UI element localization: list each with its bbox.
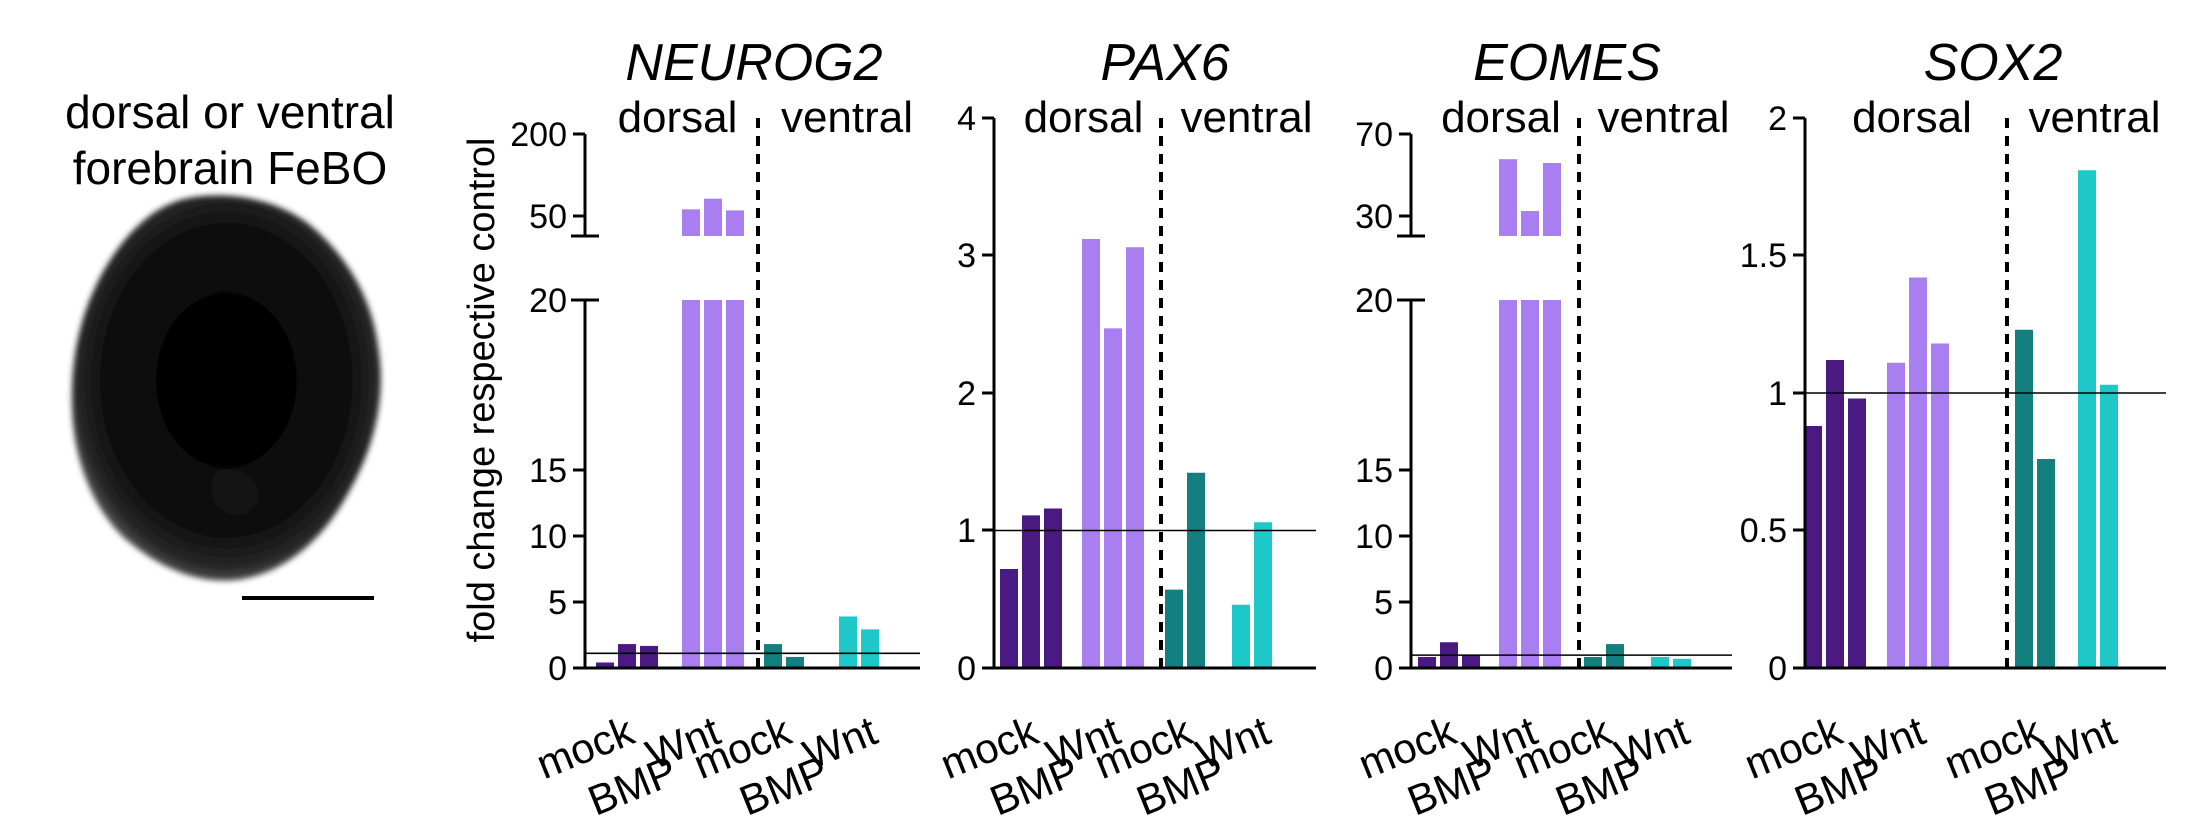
bar: [1187, 472, 1205, 668]
bar: [1104, 328, 1122, 668]
bar: [2100, 384, 2118, 668]
group-label-ventral: ventral: [1597, 93, 1729, 142]
y-tick-label: 1.5: [1740, 237, 1787, 275]
bar: [1606, 644, 1624, 668]
group-label-dorsal: dorsal: [1024, 93, 1144, 142]
bar: [1804, 426, 1822, 668]
bar: [1165, 589, 1183, 668]
bar: [1000, 569, 1018, 668]
chart-title: NEUROG2: [625, 34, 882, 92]
group-label-dorsal: dorsal: [1852, 93, 1972, 142]
y-tick-label: 10: [529, 518, 567, 556]
organoid-inner-texture: [211, 469, 259, 516]
y-tick-label: 4: [957, 100, 976, 138]
bar-upper-segment: [1499, 159, 1517, 236]
y-tick-label: 2: [957, 375, 976, 413]
bar: [1082, 239, 1100, 668]
x-category-label: Wnt: [1845, 707, 1932, 779]
organoid-image-panel: dorsal or ventral forebrain FeBO: [65, 86, 395, 600]
bar: [1126, 247, 1144, 668]
y-tick-label: 1: [957, 512, 976, 550]
chart-title: EOMES: [1473, 34, 1661, 92]
organoid-image: [71, 195, 381, 581]
y-tick-label: 0: [1768, 650, 1787, 688]
bar: [1673, 658, 1691, 668]
bar: [1651, 656, 1669, 668]
y-tick-label: 5: [1374, 584, 1393, 622]
bar: [1826, 360, 1844, 668]
bar: [2015, 329, 2033, 668]
y-tick-label: 5: [548, 584, 567, 622]
y-tick-label: 0.5: [1740, 512, 1787, 550]
bar: [726, 300, 744, 668]
x-category-label: Wnt: [2036, 707, 2123, 779]
y-tick-label: 2: [1768, 100, 1787, 138]
bar-upper-segment: [704, 198, 722, 236]
bar: [1044, 508, 1062, 668]
bar: [1254, 522, 1272, 668]
bar: [596, 662, 614, 668]
bar: [1909, 277, 1927, 668]
bar: [704, 300, 722, 668]
image-title-line1: dorsal or ventral: [65, 86, 395, 138]
y-tick-label: 15: [529, 452, 567, 490]
bar: [1232, 604, 1250, 668]
x-category-label: Wnt: [797, 707, 884, 779]
group-label-ventral: ventral: [1180, 93, 1312, 142]
bar: [1462, 655, 1480, 668]
bar: [1022, 515, 1040, 668]
bar: [1931, 343, 1949, 668]
bar-upper-segment: [682, 209, 700, 236]
y-tick-label: 20: [1355, 282, 1393, 320]
bar: [1543, 300, 1561, 668]
y-tick-label: 1: [1768, 375, 1787, 413]
y-tick-label: 3: [957, 237, 976, 275]
bar: [764, 644, 782, 668]
image-title-line2: forebrain FeBO: [73, 142, 387, 194]
bar: [618, 644, 636, 668]
y-tick-label: 0: [1374, 650, 1393, 688]
y-tick-label: 10: [1355, 518, 1393, 556]
x-category-label: Wnt: [1190, 707, 1277, 779]
bar: [682, 300, 700, 668]
group-label-ventral: ventral: [781, 93, 913, 142]
y-tick-label: 50: [529, 198, 567, 236]
y-tick-label: 0: [957, 650, 976, 688]
bar: [1584, 656, 1602, 668]
y-tick-label: 20: [529, 282, 567, 320]
chart-title: PAX6: [1100, 34, 1229, 92]
y-axis-label: fold change respective control: [461, 138, 503, 643]
bar: [640, 645, 658, 668]
x-category-label: Wnt: [1609, 707, 1696, 779]
bar: [786, 656, 804, 668]
y-tick-label: 15: [1355, 452, 1393, 490]
bar-upper-segment: [1521, 211, 1539, 236]
chart-title: SOX2: [1924, 34, 2063, 92]
bar: [1521, 300, 1539, 668]
bar: [1848, 398, 1866, 668]
group-label-dorsal: dorsal: [1441, 93, 1561, 142]
bar: [1887, 362, 1905, 668]
y-tick-label: 200: [510, 116, 567, 154]
group-label-dorsal: dorsal: [618, 93, 738, 142]
bar: [1499, 300, 1517, 668]
y-tick-label: 0: [548, 650, 567, 688]
bar: [2078, 170, 2096, 668]
group-label-ventral: ventral: [2028, 93, 2160, 142]
y-tick-label: 30: [1355, 198, 1393, 236]
bar-upper-segment: [1543, 163, 1561, 236]
bar: [2037, 459, 2055, 668]
bar: [861, 629, 879, 668]
bar: [839, 616, 857, 668]
bar-upper-segment: [726, 210, 744, 236]
bar: [1418, 656, 1436, 668]
y-tick-label: 70: [1355, 116, 1393, 154]
